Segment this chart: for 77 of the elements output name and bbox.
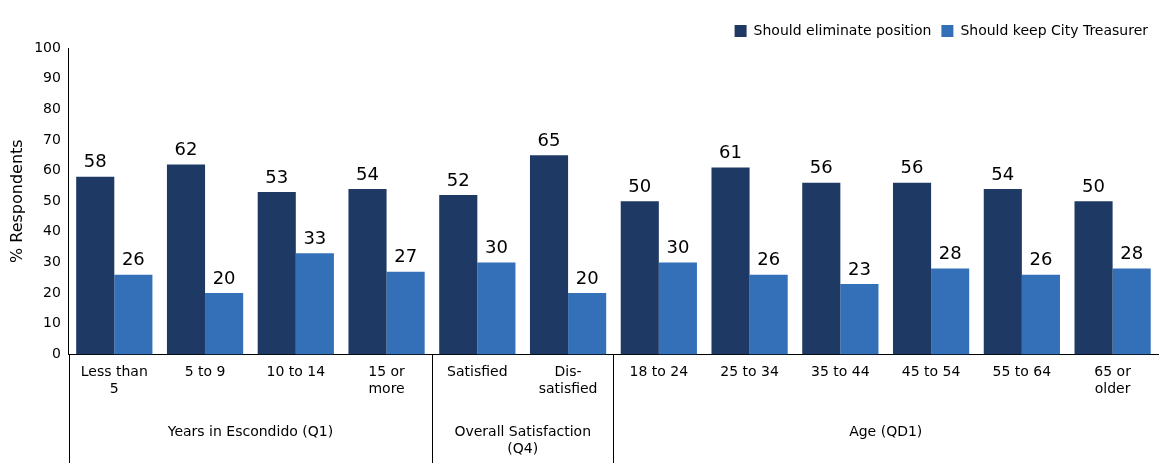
x-tick-label: 25 to 34: [720, 363, 779, 380]
y-tick-label: 30: [43, 253, 61, 270]
bar: [295, 253, 334, 355]
y-tick-label: 70: [43, 130, 61, 147]
x-tick-label: Satisfied: [447, 363, 508, 380]
x-tick-label: 10 to 14: [266, 363, 326, 380]
bar: [711, 167, 750, 355]
bar: [529, 155, 569, 355]
y-tick-label: 0: [52, 345, 61, 362]
data-label: 50: [1082, 174, 1106, 196]
y-tick-label: 10: [43, 314, 61, 331]
data-label: 27: [394, 245, 418, 267]
bar: [1112, 268, 1151, 355]
data-label: 26: [757, 248, 781, 270]
bar: [931, 268, 970, 355]
bar: [568, 293, 607, 355]
bar: [257, 192, 296, 355]
bar: [658, 262, 697, 355]
data-label: 30: [484, 236, 508, 258]
bar: [386, 271, 425, 355]
data-label: 62: [174, 138, 198, 160]
data-label: 30: [666, 236, 690, 258]
x-tick-label: 35 to 44: [811, 363, 870, 380]
data-label: 33: [303, 226, 327, 248]
legend-label: Should eliminate position: [753, 21, 932, 38]
x-tick-label: 45 to 54: [901, 363, 961, 380]
y-tick-label: 90: [43, 69, 61, 86]
bar: [620, 201, 659, 355]
x-tick-label: 18 to 24: [629, 363, 689, 380]
data-label: 20: [575, 266, 599, 288]
data-label: 28: [938, 242, 962, 264]
data-label: 61: [719, 141, 742, 163]
x-tick-label: 5 to 9: [184, 363, 226, 380]
bar: [983, 188, 1022, 355]
data-label: 50: [628, 174, 652, 196]
data-label: 58: [83, 150, 107, 172]
y-tick-label: 20: [43, 283, 61, 300]
y-tick-label: 80: [43, 99, 61, 116]
y-tick-label: 60: [43, 161, 61, 178]
x-tick-label: 55 to 64: [992, 363, 1052, 380]
text: Years in Escondido (Q1): [166, 422, 334, 439]
x-tick-label: 65 or older: [1094, 363, 1132, 397]
x-tick-label: 15 or more: [368, 363, 406, 397]
x-tick-label: Dis-satisfied: [538, 363, 598, 397]
y-tick-label: 100: [34, 38, 61, 55]
y-axis-title: % Respondents: [6, 139, 26, 264]
data-label: 28: [1120, 242, 1144, 264]
bar: [76, 176, 115, 355]
data-label: 54: [991, 162, 1015, 184]
y-tick-label: 40: [43, 222, 61, 239]
x-tick-label: Less than 5: [80, 363, 148, 397]
bar: [802, 182, 841, 355]
text: Overall Satisfaction (Q4): [454, 422, 592, 456]
data-label: 53: [265, 165, 289, 187]
bar: [114, 274, 153, 355]
data-label: 65: [537, 128, 561, 150]
data-label: 54: [356, 162, 379, 184]
bar: [205, 293, 244, 355]
bar: [166, 164, 206, 355]
bar: [749, 274, 788, 355]
bar: [892, 182, 932, 355]
text: Age (QD1): [849, 422, 923, 439]
legend-label: Should keep City Treasurer: [960, 21, 1149, 38]
bar: [477, 262, 516, 355]
data-label: 56: [900, 156, 924, 178]
bar: [348, 188, 387, 355]
bar: [1074, 201, 1113, 355]
y-tick-label: 50: [43, 191, 61, 208]
data-label: 52: [446, 168, 470, 190]
bar: [439, 195, 478, 355]
bar: [1021, 274, 1060, 355]
bar: [840, 283, 879, 355]
data-label: 23: [847, 257, 871, 279]
data-label: 26: [1029, 248, 1053, 270]
data-label: 20: [212, 266, 236, 288]
data-label: 56: [809, 156, 833, 178]
data-label: 26: [121, 248, 145, 270]
